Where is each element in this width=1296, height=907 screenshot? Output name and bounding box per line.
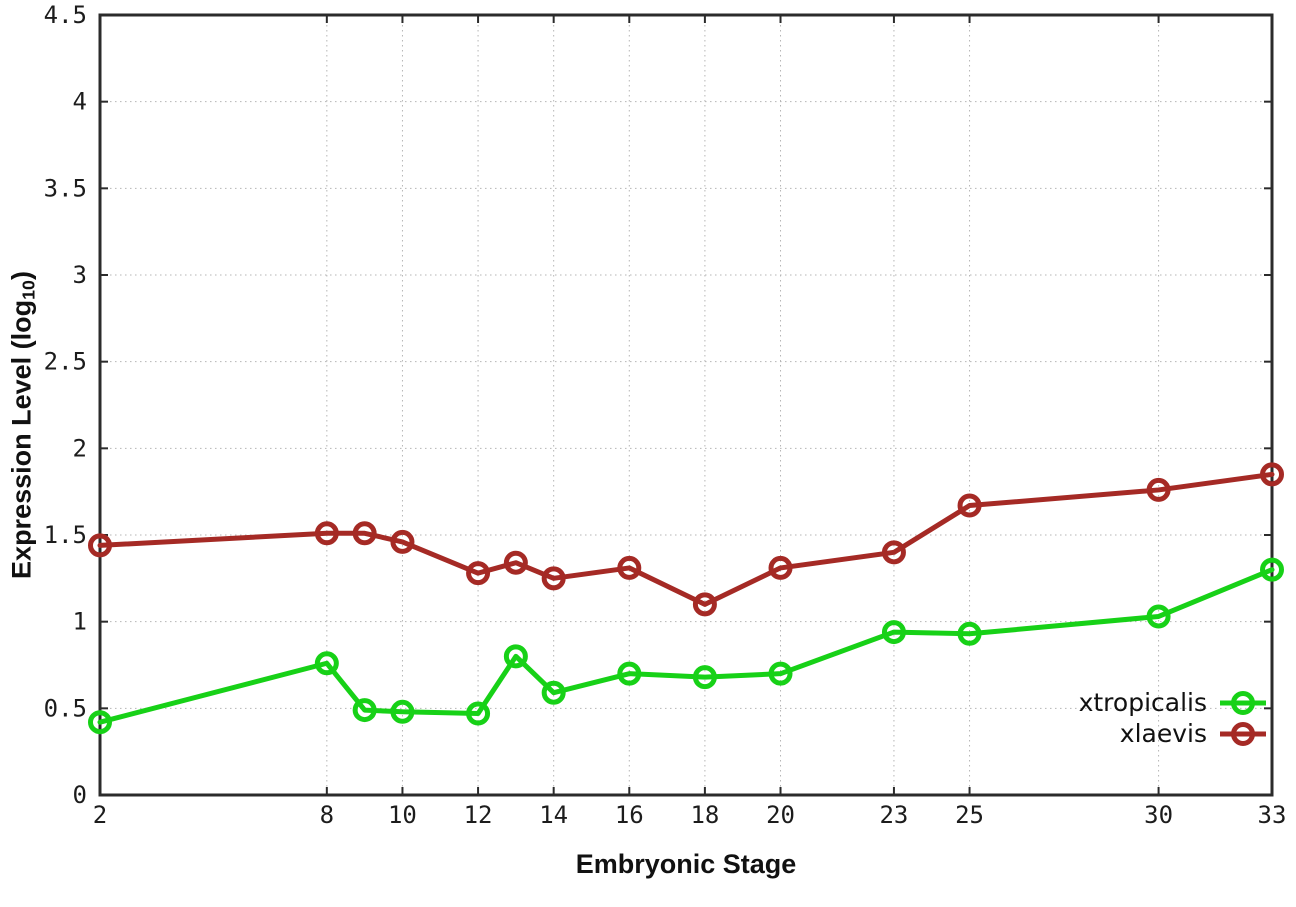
data-point-xlaevis [314, 521, 339, 546]
legend-label: xtropicalis [1078, 688, 1207, 717]
data-point-xlaevis [541, 566, 566, 591]
x-tick-label: 18 [690, 801, 719, 829]
chart-legend: xtropicalis xlaevis [1079, 687, 1266, 749]
x-tick-label: 20 [766, 801, 795, 829]
series-line-xtropicalis [97, 567, 1275, 725]
x-tick-label: 33 [1258, 801, 1287, 829]
series-line-xlaevis [97, 471, 1275, 607]
y-tick-label: 0.5 [44, 694, 87, 722]
x-tick-label: 2 [93, 801, 107, 829]
data-point-xlaevis [390, 529, 415, 554]
y-axis-title-subscript: 10 [18, 280, 39, 300]
data-point-xtropicalis [881, 620, 906, 645]
data-point-xlaevis [466, 561, 491, 586]
y-tick-label: 4.5 [44, 1, 87, 29]
data-point-xlaevis [1146, 477, 1171, 502]
data-point-xlaevis [352, 521, 377, 546]
x-tick-label: 16 [615, 801, 644, 829]
x-tick-label: 23 [879, 801, 908, 829]
x-tick-label: 10 [388, 801, 417, 829]
data-point-xlaevis [957, 493, 982, 518]
y-tick-label: 4 [73, 88, 87, 116]
x-axis-title: Embryonic Stage [575, 849, 797, 879]
data-point-xlaevis [692, 592, 717, 617]
y-tick-label: 1 [73, 608, 87, 636]
y-tick-label: 3 [73, 261, 87, 289]
legend-line-marker-icon [1220, 721, 1266, 746]
data-point-xtropicalis [768, 661, 793, 686]
y-axis-title: Expression Level (log10) [6, 271, 39, 579]
data-point-xtropicalis [352, 698, 377, 723]
x-tick-label: 25 [955, 801, 984, 829]
data-point-xlaevis [1260, 462, 1284, 487]
data-point-xtropicalis [88, 710, 112, 735]
data-point-xtropicalis [541, 680, 566, 705]
y-axis-title-text: Expression Level (log [6, 299, 37, 579]
y-tick-label: 1.5 [44, 521, 87, 549]
data-point-xtropicalis [466, 701, 491, 726]
data-point-xlaevis [503, 550, 528, 575]
x-tick-label: 14 [539, 801, 568, 829]
x-tick-label: 8 [320, 801, 334, 829]
y-tick-label: 3.5 [44, 174, 87, 202]
data-point-xtropicalis [314, 651, 339, 676]
plot-border [98, 13, 1274, 797]
legend-sample-marker [1231, 690, 1255, 715]
y-tick-label: 0 [73, 781, 87, 809]
legend-line-marker-icon [1220, 690, 1266, 715]
y-tick-label: 2 [73, 434, 87, 462]
x-tick-label: 12 [464, 801, 493, 829]
legend-sample-marker [1231, 721, 1255, 746]
data-point-xtropicalis [503, 644, 528, 669]
x-tick-label: 30 [1144, 801, 1173, 829]
data-point-xtropicalis [390, 699, 415, 724]
y-axis-title-suffix: ) [6, 271, 37, 281]
data-point-xlaevis [617, 555, 642, 580]
data-point-xlaevis [881, 540, 906, 565]
data-point-xlaevis [768, 555, 793, 580]
y-tick-label: 2.5 [44, 348, 87, 376]
data-point-xtropicalis [692, 665, 717, 690]
legend-item-xlaevis: xlaevis [1079, 718, 1266, 749]
legend-item-xtropicalis: xtropicalis [1079, 687, 1266, 718]
data-point-xtropicalis [1260, 557, 1284, 582]
data-point-xtropicalis [1146, 604, 1171, 629]
data-point-xtropicalis [617, 661, 642, 686]
legend-label: xlaevis [1119, 719, 1207, 748]
data-point-xlaevis [88, 533, 112, 558]
data-point-xtropicalis [957, 621, 982, 646]
